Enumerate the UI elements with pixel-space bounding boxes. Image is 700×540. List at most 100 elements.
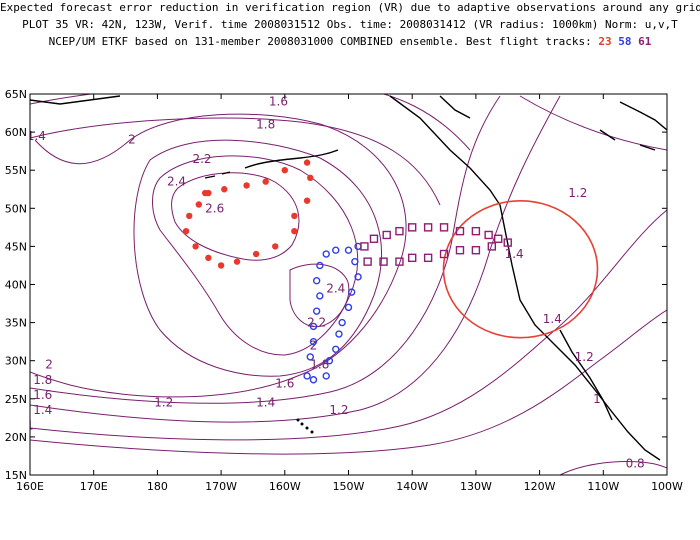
track-61-point (395, 226, 404, 236)
contour-line (519, 95, 667, 151)
track-23-point (186, 212, 193, 220)
contour-label: 1 (26, 418, 34, 432)
coastline (559, 329, 613, 421)
contour-line (171, 172, 300, 261)
contour-label: 1.4 (505, 247, 524, 261)
verification-region (442, 200, 599, 339)
contour-label: 1.2 (575, 350, 594, 364)
contour-label: 1.4 (33, 403, 52, 417)
track-61-point (379, 257, 388, 266)
track-23-point (243, 182, 250, 189)
track-61-point (439, 249, 449, 259)
track-61-point (423, 223, 433, 232)
lon-label: 140W (396, 480, 428, 493)
track-58-point (351, 257, 359, 266)
track-58-point (312, 307, 321, 315)
contour-label: 2 (45, 358, 53, 372)
title-line-3-text: NCEP/UM ETKF based on 131-member 2008031… (48, 35, 592, 48)
contour-label: 2 (128, 133, 136, 147)
track-23-point (182, 227, 190, 235)
contour-label: 1.6 (275, 377, 294, 391)
track-61-legend: 61 (638, 35, 652, 48)
lat-label: 60N (5, 126, 27, 139)
contour-label: 2.6 (205, 201, 224, 215)
track-23-point (307, 174, 314, 182)
lon-label: 170E (80, 480, 108, 493)
contour-label: 2.2 (192, 152, 211, 166)
contour-line (30, 95, 501, 404)
track-23-point (252, 250, 260, 258)
track-61-point (369, 234, 379, 243)
contour-label: 1.2 (329, 403, 348, 417)
track-61-point (503, 238, 512, 247)
lat-label: 20N (5, 431, 27, 444)
track-61-point (408, 223, 417, 232)
coastlines (30, 95, 667, 461)
track-58-point (306, 353, 314, 361)
track-58-point (347, 288, 356, 296)
track-23-point (262, 178, 269, 185)
contour-line (559, 461, 667, 475)
contour-line (30, 309, 667, 455)
contour-label: 1 (593, 392, 601, 406)
axis-ticks (29, 93, 668, 476)
track-23-point (291, 227, 298, 235)
hawaii-island (300, 422, 304, 426)
track-58-point (309, 337, 318, 346)
track-23-point (303, 159, 311, 166)
coastline (439, 95, 471, 119)
track-23-point (233, 258, 241, 265)
contour-label: 2.2 (307, 316, 326, 330)
track-61-point (395, 257, 404, 266)
lon-label: 160W (269, 480, 301, 493)
track-58-point (338, 318, 346, 327)
coastline (30, 95, 121, 105)
track-61-point (493, 234, 503, 243)
lon-label: 170W (205, 480, 237, 493)
title-line-2: PLOT 35 VR: 42N, 123W, Verif. time 20080… (22, 18, 678, 31)
track-23-point (217, 262, 225, 269)
track-58-point (322, 372, 330, 380)
hawaii-island (305, 426, 309, 430)
lon-label: 150W (333, 480, 365, 493)
lon-label: 180 (147, 480, 168, 493)
coastline (599, 129, 656, 151)
track-61-point (360, 242, 369, 251)
flight-tracks (182, 159, 512, 384)
contour-label: 1.6 (33, 388, 52, 402)
track-58-point (344, 246, 353, 254)
lat-label: 35N (5, 317, 27, 330)
track-61-point (363, 257, 372, 266)
track-58-point (354, 273, 362, 281)
lat-label: 50N (5, 202, 27, 215)
contour-label: 2 (310, 338, 318, 352)
lat-label: 15N (5, 469, 27, 482)
lon-label: 110W (587, 480, 619, 493)
track-23-point (205, 189, 212, 197)
track-61-point (423, 253, 433, 263)
track-61-point (471, 226, 481, 236)
track-23-point (205, 254, 212, 262)
track-61-point (487, 242, 497, 251)
track-23-point (303, 197, 311, 204)
track-58-point (316, 261, 324, 270)
track-58-point (325, 357, 334, 365)
lat-label: 25N (5, 393, 27, 406)
coastline (389, 95, 661, 461)
track-23-legend: 23 (598, 35, 612, 48)
track-61-point (439, 223, 449, 232)
track-58-point (354, 242, 362, 251)
track-58-point (309, 322, 318, 331)
contour-line (30, 113, 407, 398)
contour-line (30, 209, 667, 441)
track-61-point (382, 230, 391, 240)
lon-label: 130W (460, 480, 492, 493)
contour-label: 2.4 (326, 281, 345, 295)
contour-line (152, 155, 359, 356)
title-line-3: NCEP/UM ETKF based on 131-member 2008031… (0, 35, 700, 48)
track-23-point (281, 167, 288, 174)
track-58-point (316, 292, 324, 300)
track-58-point (322, 250, 330, 258)
lat-label: 55N (5, 164, 27, 177)
